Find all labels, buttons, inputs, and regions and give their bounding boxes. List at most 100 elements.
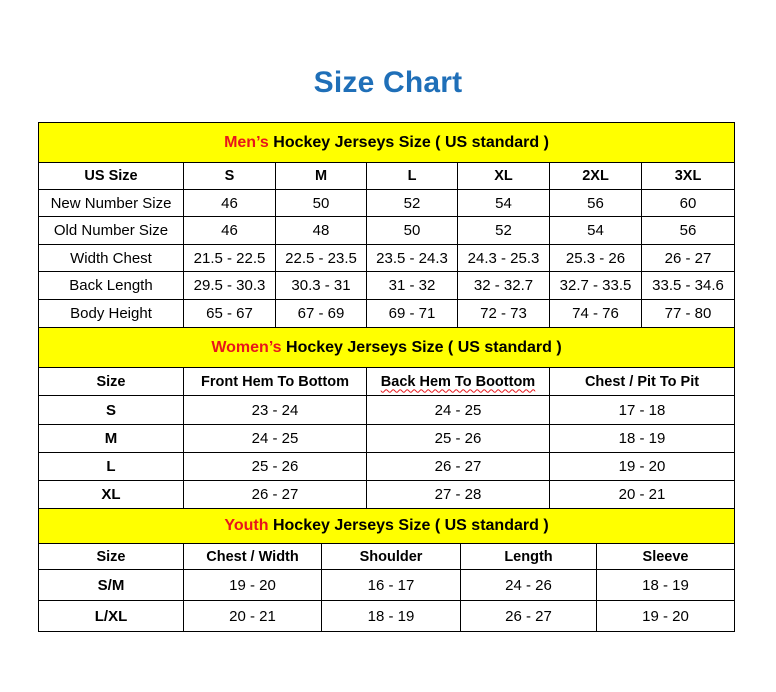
table-cell: 54	[549, 216, 642, 245]
table-cell: 26 - 27	[183, 480, 367, 509]
table-row: Back Length 29.5 - 30.3 30.3 - 31 31 - 32 32…	[38, 271, 736, 300]
row-label: Old Number Size	[38, 216, 184, 245]
youth-heading: Youth Hockey Jerseys Size ( US standard …	[37, 508, 736, 544]
table-cell: 56	[640, 216, 736, 245]
table-row: Body Height 65 - 67 67 - 69 69 - 71 72 - 73 7…	[38, 299, 736, 328]
table-cell: 23.5 - 24.3	[366, 244, 458, 272]
column-header: Length	[460, 543, 597, 570]
women-heading-row: Women’s Hockey Jerseys Size ( US standar…	[37, 327, 736, 368]
heading-accent: Youth	[224, 517, 269, 534]
table-row: S/M 19 - 20 16 - 17 24 - 26 18 - 19	[38, 569, 736, 601]
column-header: M	[275, 162, 367, 190]
table-cell: 26 - 27	[460, 600, 597, 632]
table-cell: 77 - 80	[640, 299, 736, 328]
table-cell: 72 - 73	[457, 299, 550, 328]
table-cell: 20 - 21	[183, 600, 322, 632]
column-header-label: Back Hem To Boottom	[380, 373, 536, 390]
column-header: L	[366, 162, 458, 190]
column-header-label: M	[314, 168, 328, 184]
table-row: Width Chest 21.5 - 22.5 22.5 - 23.5 23.5 - …	[38, 244, 736, 272]
row-label: XL	[38, 480, 184, 509]
row-label: L	[38, 452, 184, 481]
table-cell: 32.7 - 33.5	[549, 271, 642, 300]
table-cell: 46	[183, 216, 276, 245]
men-heading: Men’s Hockey Jerseys Size ( US standard …	[37, 122, 736, 163]
column-header: Back Hem To Boottom	[366, 367, 550, 396]
table-cell: 20 - 21	[548, 480, 736, 509]
column-header: S	[183, 162, 276, 190]
row-label: M	[38, 424, 184, 453]
row-label: S	[38, 395, 184, 425]
table-row: Old Number Size 46 48 50 52 54 56	[38, 216, 736, 245]
column-header-label: 2XL	[582, 168, 609, 184]
row-label: Body Height	[38, 299, 184, 328]
table-cell: 52	[366, 189, 458, 217]
youth-size-table: Youth Hockey Jerseys Size ( US standard …	[37, 508, 736, 632]
table-cell: 48	[275, 216, 367, 245]
heading-text: Hockey Jerseys Size ( US standard )	[281, 338, 562, 356]
table-cell: 30.3 - 31	[275, 271, 367, 300]
table-cell: 19 - 20	[595, 600, 736, 632]
table-cell: 19 - 20	[548, 452, 736, 481]
column-header: US Size	[38, 162, 184, 190]
table-cell: 29.5 - 30.3	[183, 271, 276, 300]
column-header: 2XL	[549, 162, 642, 190]
table-cell: 46	[183, 189, 276, 217]
table-cell: 24 - 25	[366, 395, 550, 425]
table-cell: 56	[549, 189, 642, 217]
table-row: M 24 - 25 25 - 26 18 - 19	[38, 424, 736, 453]
table-cell: 18 - 19	[595, 569, 736, 601]
column-header: Size	[38, 367, 184, 396]
men-size-table: Men’s Hockey Jerseys Size ( US standard …	[37, 122, 736, 328]
table-cell: 26 - 27	[640, 244, 736, 272]
table-cell: 18 - 19	[321, 600, 461, 632]
column-header: Front Hem To Bottom	[183, 367, 367, 396]
table-row: L/XL 20 - 21 18 - 19 26 - 27 19 - 20	[38, 600, 736, 632]
column-header: XL	[457, 162, 550, 190]
table-cell: 60	[640, 189, 736, 217]
heading-accent: Men’s	[224, 133, 269, 151]
heading-text: Hockey Jerseys Size ( US standard )	[268, 133, 549, 151]
table-cell: 19 - 20	[183, 569, 322, 601]
table-cell: 27 - 28	[366, 480, 550, 509]
column-header-label: Size	[96, 548, 126, 565]
column-header-label: Size	[96, 373, 126, 390]
column-header-label: Shoulder	[359, 548, 423, 565]
row-label: S/M	[38, 569, 184, 601]
column-header-label: L	[407, 168, 417, 184]
table-cell: 21.5 - 22.5	[183, 244, 276, 272]
table-cell: 33.5 - 34.6	[640, 271, 736, 300]
row-label: New Number Size	[38, 189, 184, 217]
column-header-row: US Size S M L XL 2XL 3XL	[38, 162, 736, 190]
column-header-row: Size Front Hem To Bottom Back Hem To Boott…	[38, 367, 736, 396]
women-size-table: Women’s Hockey Jerseys Size ( US standar…	[37, 327, 736, 509]
women-heading: Women’s Hockey Jerseys Size ( US standar…	[37, 327, 736, 368]
heading-text: Hockey Jerseys Size ( US standard )	[268, 517, 549, 534]
table-cell: 16 - 17	[321, 569, 461, 601]
table-cell: 25 - 26	[183, 452, 367, 481]
column-header-label: Chest / Width	[206, 548, 299, 565]
column-header: Shoulder	[321, 543, 461, 570]
column-header-row: Size Chest / Width Shoulder Length Sleeve	[38, 543, 736, 570]
men-heading-row: Men’s Hockey Jerseys Size ( US standard …	[37, 122, 736, 163]
row-label: L/XL	[38, 600, 184, 632]
column-header-label: Chest / Pit To Pit	[584, 373, 700, 390]
table-cell: 54	[457, 189, 550, 217]
column-header: Chest / Pit To Pit	[548, 367, 736, 396]
column-header: Sleeve	[595, 543, 736, 570]
table-row: L 25 - 26 26 - 27 19 - 20	[38, 452, 736, 481]
table-cell: 50	[366, 216, 458, 245]
table-row: XL 26 - 27 27 - 28 20 - 21	[38, 480, 736, 509]
column-header: Size	[38, 543, 184, 570]
youth-heading-row: Youth Hockey Jerseys Size ( US standard …	[37, 508, 736, 544]
table-cell: 17 - 18	[548, 395, 736, 425]
column-header-label: Sleeve	[642, 548, 689, 565]
column-header-label: US Size	[84, 168, 138, 184]
column-header: 3XL	[640, 162, 736, 190]
table-cell: 26 - 27	[366, 452, 550, 481]
table-cell: 22.5 - 23.5	[275, 244, 367, 272]
column-header-label: Front Hem To Bottom	[201, 373, 349, 390]
table-cell: 25.3 - 26	[549, 244, 642, 272]
table-row: S 23 - 24 24 - 25 17 - 18	[38, 395, 736, 425]
table-cell: 31 - 32	[366, 271, 458, 300]
